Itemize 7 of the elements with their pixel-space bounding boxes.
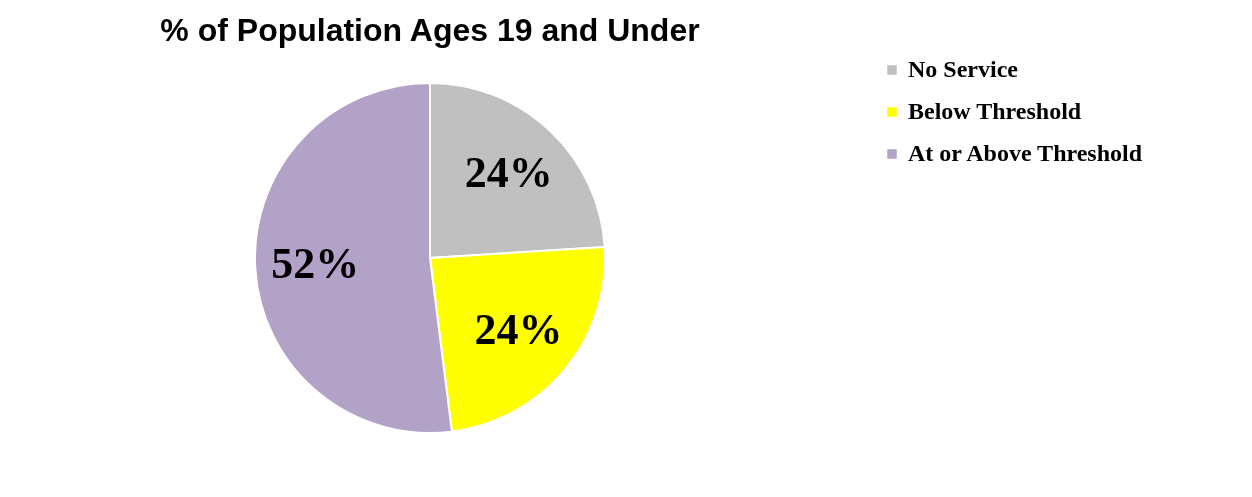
data-label: 24% <box>464 148 553 198</box>
data-label: 24% <box>474 305 563 355</box>
legend-label: Below Threshold <box>908 98 1082 124</box>
data-label: 52% <box>271 239 360 289</box>
chart-title: % of Population Ages 19 and Under <box>160 12 700 48</box>
legend-label: At or Above Threshold <box>908 140 1143 166</box>
legend-label: No Service <box>908 56 1019 82</box>
